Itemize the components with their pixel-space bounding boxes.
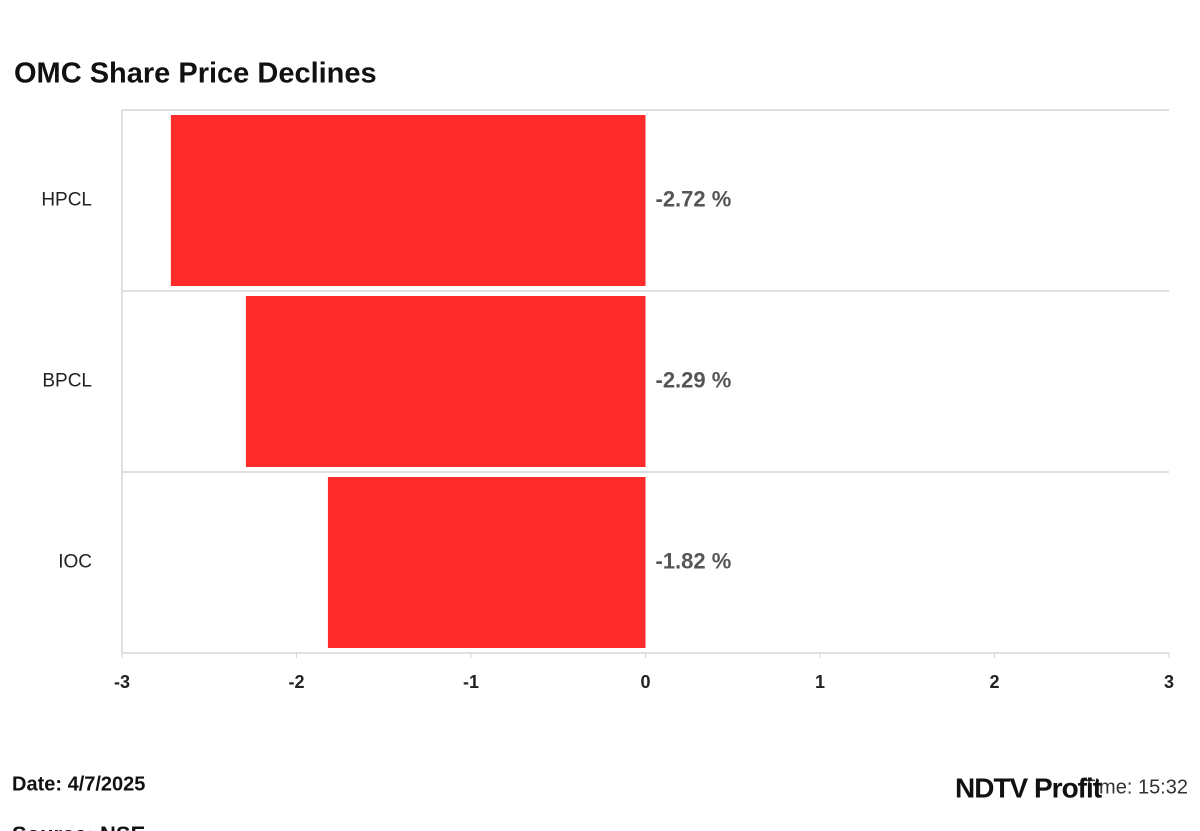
y-tick-label: IOC <box>58 552 92 573</box>
value-label: -1.82 % <box>656 548 732 573</box>
value-label: -2.72 % <box>656 186 732 211</box>
x-tick-label: 0 <box>640 672 650 692</box>
bar <box>245 296 646 467</box>
x-tick-label: -2 <box>288 672 304 692</box>
x-tick-label: 3 <box>1164 672 1174 692</box>
value-label: -2.29 % <box>656 367 732 392</box>
x-tick-label: -3 <box>114 672 130 692</box>
date: Date: 4/7/2025 <box>12 773 145 795</box>
chart-title: OMC Share Price Declines <box>14 58 377 90</box>
y-tick-label: HPCL <box>41 190 92 211</box>
logo: NDTV Profit <box>955 772 1102 803</box>
source: Source: NSE <box>12 822 145 831</box>
y-tick-label: BPCL <box>42 371 92 392</box>
bar <box>327 477 646 648</box>
x-tick-label: 1 <box>815 672 825 692</box>
bar <box>170 115 646 286</box>
x-tick-label: 2 <box>989 672 999 692</box>
x-tick-label: -1 <box>463 672 479 692</box>
time: Time: 15:32 <box>1083 776 1188 798</box>
